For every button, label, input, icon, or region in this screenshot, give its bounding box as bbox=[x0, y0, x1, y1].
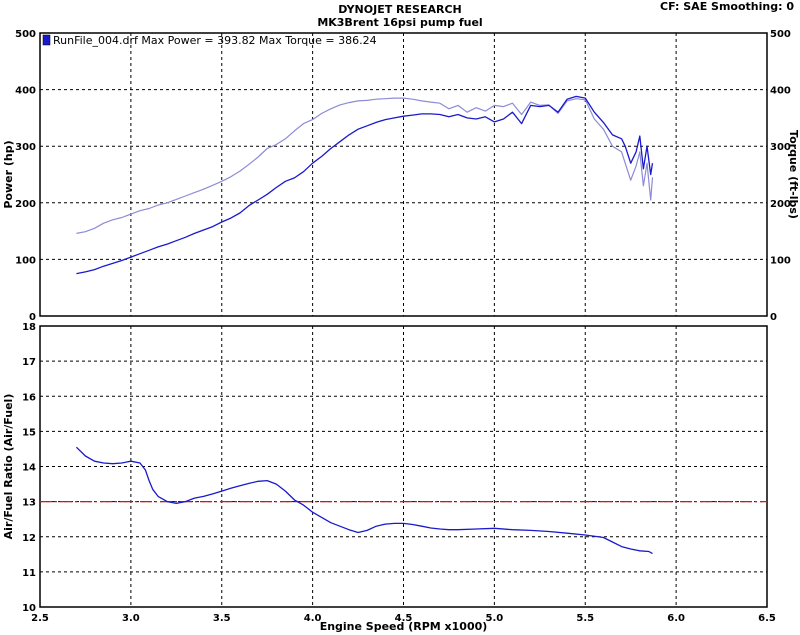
afr-y-tick-label: 13 bbox=[22, 498, 36, 509]
afr-axis-label: Air/Fuel Ratio (Air/Fuel) bbox=[2, 394, 15, 540]
x-tick-label: 4.5 bbox=[395, 613, 413, 624]
torque-y-tick-label: 300 bbox=[770, 142, 791, 153]
afr-line bbox=[75, 446, 653, 555]
x-tick-label: 5.0 bbox=[486, 613, 504, 624]
afr-y-tick-label: 11 bbox=[22, 568, 36, 579]
power-axis-label: Power (hp) bbox=[2, 140, 15, 208]
x-tick-label: 2.5 bbox=[31, 613, 49, 624]
power-y-tick-label: 300 bbox=[15, 142, 36, 153]
power-line bbox=[76, 95, 654, 275]
legend-text: RunFile_004.drf Max Power = 393.82 Max T… bbox=[53, 34, 377, 47]
afr-y-tick-label: 17 bbox=[22, 357, 36, 368]
afr-y-tick-label: 12 bbox=[22, 533, 36, 544]
power-y-tick-label: 200 bbox=[15, 199, 36, 210]
afr-y-tick-label: 10 bbox=[22, 603, 36, 614]
chart-title: DYNOJET RESEARCH bbox=[338, 3, 462, 16]
cf-smoothing-label: CF: SAE Smoothing: 0 bbox=[660, 0, 794, 13]
power-y-tick-label: 500 bbox=[15, 29, 36, 40]
torque-y-tick-label: 0 bbox=[770, 312, 777, 323]
torque-axis-label: Torque (ft-lbs) bbox=[787, 130, 800, 219]
x-tick-label: 4.0 bbox=[304, 613, 322, 624]
power-y-tick-label: 100 bbox=[15, 255, 36, 266]
afr-y-tick-label: 18 bbox=[22, 322, 36, 333]
torque-y-tick-label: 100 bbox=[770, 255, 791, 266]
afr-y-tick-label: 14 bbox=[22, 463, 36, 474]
torque-y-tick-label: 200 bbox=[770, 199, 791, 210]
power-y-tick-label: 0 bbox=[29, 312, 36, 323]
x-tick-label: 3.0 bbox=[122, 613, 140, 624]
x-tick-label: 5.5 bbox=[576, 613, 594, 624]
x-tick-label: 6.5 bbox=[758, 613, 776, 624]
torque-line bbox=[76, 97, 654, 234]
torque-y-tick-label: 400 bbox=[770, 86, 791, 97]
torque-y-tick-label: 500 bbox=[770, 29, 791, 40]
x-tick-label: 6.0 bbox=[667, 613, 685, 624]
x-tick-label: 3.5 bbox=[213, 613, 231, 624]
legend-swatch bbox=[42, 34, 51, 46]
afr-y-tick-label: 16 bbox=[22, 392, 36, 403]
chart-subtitle: MK3Brent 16psi pump fuel bbox=[317, 16, 483, 29]
power-y-tick-label: 400 bbox=[15, 86, 36, 97]
x-axis-label: Engine Speed (RPM x1000) bbox=[320, 620, 488, 633]
afr-y-tick-label: 15 bbox=[22, 427, 36, 438]
